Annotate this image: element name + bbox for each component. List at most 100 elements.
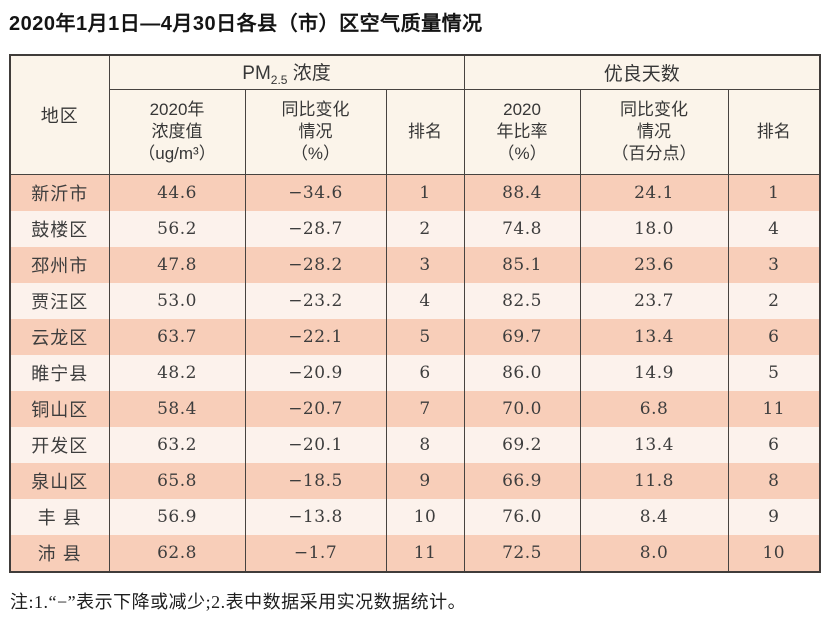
region-cell: 铜山区 — [9, 391, 110, 427]
region-cell: 开发区 — [9, 427, 110, 463]
header-pm25-group: PM2.5 浓度 — [108, 55, 465, 90]
table-row: 沛 县 62.8 −1.7 11 72.5 8.0 10 — [9, 535, 821, 572]
table-row: 丰 县 56.9 −13.8 10 76.0 8.4 9 — [9, 499, 821, 535]
good-rank-cell: 6 — [727, 427, 821, 463]
table-header: 地区 PM2.5 浓度 优良天数 2020年 浓度值 （ug/m³） 同比变化 … — [9, 55, 821, 175]
table-row: 睢宁县 48.2 −20.9 6 86.0 14.9 5 — [9, 355, 821, 391]
pm25-label-prefix: PM — [242, 63, 271, 85]
good-change-cell: 14.9 — [579, 355, 729, 391]
good-ratio-cell: 86.0 — [463, 355, 581, 391]
air-quality-table: 地区 PM2.5 浓度 优良天数 2020年 浓度值 （ug/m³） 同比变化 … — [9, 54, 822, 573]
pm25-rank-cell: 4 — [385, 283, 465, 319]
pm25-value-cell: 56.2 — [108, 211, 246, 247]
region-cell: 睢宁县 — [9, 355, 110, 391]
pm25-rank-cell: 1 — [385, 174, 465, 211]
pm25-value-cell: 58.4 — [108, 391, 246, 427]
table-row: 云龙区 63.7 −22.1 5 69.7 13.4 6 — [9, 319, 821, 355]
pm25-change-cell: −23.2 — [244, 283, 387, 319]
pm25-change-cell: −1.7 — [244, 535, 387, 572]
pm25-change-cell: −13.8 — [244, 499, 387, 535]
region-cell: 丰 县 — [9, 499, 110, 535]
good-change-cell: 8.0 — [579, 535, 729, 572]
pm25-value-cell: 56.9 — [108, 499, 246, 535]
table-row: 开发区 63.2 −20.1 8 69.2 13.4 6 — [9, 427, 821, 463]
table-row: 贾汪区 53.0 −23.2 4 82.5 23.7 2 — [9, 283, 821, 319]
table-row: 邳州市 47.8 −28.2 3 85.1 23.6 3 — [9, 247, 821, 283]
good-change-cell: 23.6 — [579, 247, 729, 283]
table-body: 新沂市 44.6 −34.6 1 88.4 24.1 1 鼓楼区 56.2 −28.7 2 74.8 1… — [9, 174, 821, 572]
pm25-value-cell: 53.0 — [108, 283, 246, 319]
good-change-cell: 23.7 — [579, 283, 729, 319]
pm25-change-cell: −28.7 — [244, 211, 387, 247]
good-ratio-cell: 74.8 — [463, 211, 581, 247]
good-change-cell: 24.1 — [579, 174, 729, 211]
good-change-cell: 13.4 — [579, 319, 729, 355]
good-change-cell: 18.0 — [579, 211, 729, 247]
good-ratio-cell: 88.4 — [463, 174, 581, 211]
good-change-cell: 8.4 — [579, 499, 729, 535]
good-ratio-cell: 72.5 — [463, 535, 581, 572]
header-good-days-group: 优良天数 — [463, 55, 821, 90]
good-rank-cell: 11 — [727, 391, 821, 427]
pm25-value-cell: 63.7 — [108, 319, 246, 355]
table-row: 新沂市 44.6 −34.6 1 88.4 24.1 1 — [9, 174, 821, 211]
pm25-value-cell: 47.8 — [108, 247, 246, 283]
region-cell: 贾汪区 — [9, 283, 110, 319]
pm25-label-suffix: 浓度 — [287, 63, 331, 85]
good-rank-cell: 1 — [727, 174, 821, 211]
pm25-change-cell: −20.9 — [244, 355, 387, 391]
good-rank-cell: 8 — [727, 463, 821, 499]
pm25-change-cell: −18.5 — [244, 463, 387, 499]
good-rank-cell: 6 — [727, 319, 821, 355]
good-ratio-cell: 66.9 — [463, 463, 581, 499]
pm25-rank-cell: 6 — [385, 355, 465, 391]
good-rank-cell: 9 — [727, 499, 821, 535]
table-row: 鼓楼区 56.2 −28.7 2 74.8 18.0 4 — [9, 211, 821, 247]
pm25-change-cell: −20.7 — [244, 391, 387, 427]
page-title: 2020年1月1日—4月30日各县（市）区空气质量情况 — [9, 13, 483, 35]
table-row: 铜山区 58.4 −20.7 7 70.0 6.8 11 — [9, 391, 821, 427]
pm25-change-cell: −22.1 — [244, 319, 387, 355]
region-cell: 邳州市 — [9, 247, 110, 283]
good-ratio-cell: 76.0 — [463, 499, 581, 535]
good-change-cell: 11.8 — [579, 463, 729, 499]
region-cell: 沛 县 — [9, 535, 110, 572]
header-good-rank: 排名 — [727, 89, 821, 175]
pm25-rank-cell: 5 — [385, 319, 465, 355]
pm25-change-cell: −34.6 — [244, 174, 387, 211]
pm25-change-cell: −20.1 — [244, 427, 387, 463]
pm25-label-subscript: 2.5 — [270, 72, 288, 87]
good-ratio-cell: 85.1 — [463, 247, 581, 283]
header-pm25-change: 同比变化 情况 （%） — [244, 89, 387, 175]
header-good-change: 同比变化 情况 （百分点） — [579, 89, 729, 175]
good-change-cell: 13.4 — [579, 427, 729, 463]
header-pm25-value: 2020年 浓度值 （ug/m³） — [108, 89, 246, 175]
pm25-value-cell: 44.6 — [108, 174, 246, 211]
good-ratio-cell: 82.5 — [463, 283, 581, 319]
pm25-rank-cell: 10 — [385, 499, 465, 535]
pm25-rank-cell: 2 — [385, 211, 465, 247]
header-good-ratio: 2020 年比率 （%） — [463, 89, 581, 175]
good-rank-cell: 3 — [727, 247, 821, 283]
pm25-change-cell: −28.2 — [244, 247, 387, 283]
pm25-value-cell: 62.8 — [108, 535, 246, 572]
pm25-value-cell: 65.8 — [108, 463, 246, 499]
footnote: 注:1.“−”表示下降或减少;2.表中数据采用实况数据统计。 — [10, 592, 467, 612]
good-rank-cell: 5 — [727, 355, 821, 391]
good-rank-cell: 4 — [727, 211, 821, 247]
pm25-rank-cell: 8 — [385, 427, 465, 463]
pm25-value-cell: 63.2 — [108, 427, 246, 463]
good-ratio-cell: 69.7 — [463, 319, 581, 355]
pm25-rank-cell: 7 — [385, 391, 465, 427]
good-ratio-cell: 70.0 — [463, 391, 581, 427]
region-cell: 新沂市 — [9, 174, 110, 211]
pm25-rank-cell: 11 — [385, 535, 465, 572]
pm25-value-cell: 48.2 — [108, 355, 246, 391]
region-cell: 鼓楼区 — [9, 211, 110, 247]
good-rank-cell: 10 — [727, 535, 821, 572]
region-cell: 云龙区 — [9, 319, 110, 355]
header-region: 地区 — [9, 55, 110, 175]
header-pm25-rank: 排名 — [385, 89, 465, 175]
good-rank-cell: 2 — [727, 283, 821, 319]
